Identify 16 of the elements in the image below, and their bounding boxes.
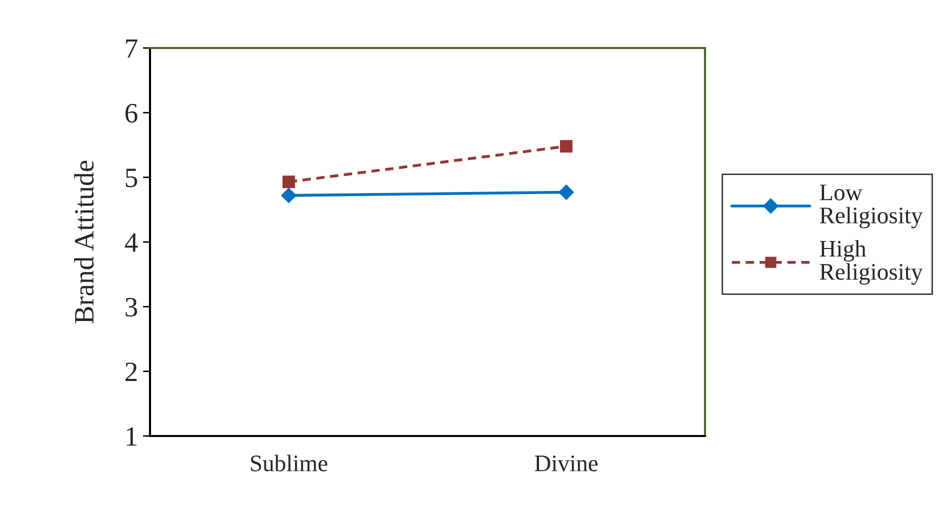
y-tick-label: 4: [124, 233, 138, 252]
y-tick-label: 6: [126, 104, 138, 123]
legend-label: Low Religiosity: [820, 184, 923, 228]
y-tick-label: 2: [126, 362, 137, 381]
y-tick-label: 3: [126, 298, 138, 317]
x-tick-label: Divine: [534, 456, 598, 472]
point: [280, 188, 297, 204]
legend-label: High Religiosity: [820, 240, 923, 285]
point: [558, 184, 574, 200]
point: [282, 176, 295, 188]
y-tick-label: 5: [126, 168, 138, 188]
y-tick-label: 1: [126, 427, 137, 446]
x-tick-label: Sublime: [250, 454, 328, 472]
y-tick-label: 7: [126, 39, 138, 58]
y-axis-title: Brand Attitude: [74, 160, 94, 324]
point: [560, 140, 572, 153]
